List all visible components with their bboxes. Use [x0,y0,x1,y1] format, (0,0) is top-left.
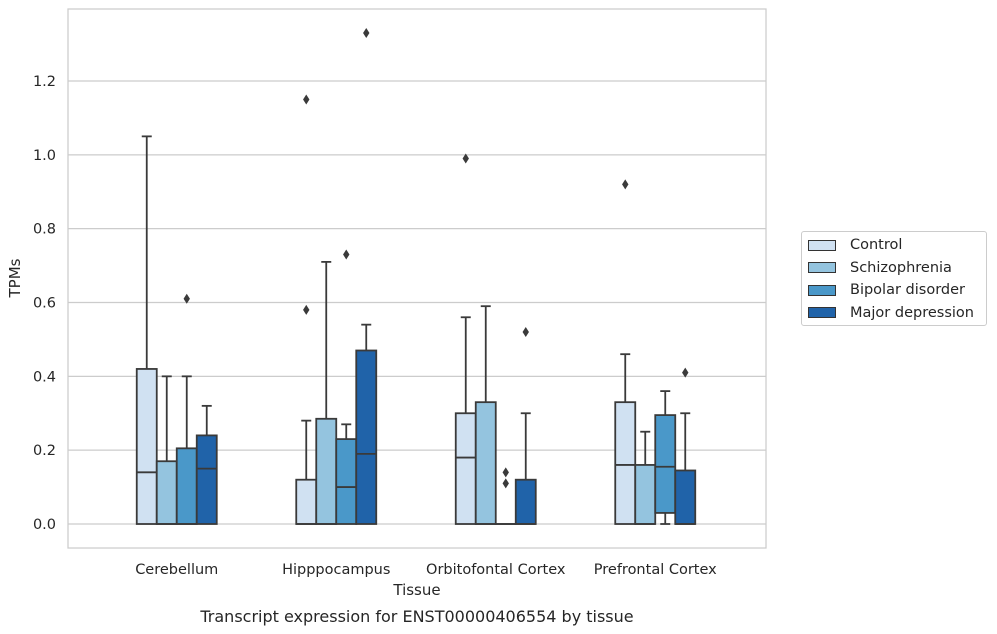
chart-caption: Transcript expression for ENST0000040655… [199,607,633,626]
outlier-point [462,153,469,164]
y-tick-label: 0.0 [33,517,56,533]
x-tick-label: Hipppocampus [282,562,390,578]
y-axis-label: TPMs [6,258,24,298]
box-control-prefrontal-cortex [614,179,637,525]
box-body [634,464,657,525]
legend-label-bipolar-disorder: Bipolar disorder [850,282,965,298]
box-bipolar-disorder-prefrontal-cortex [654,390,677,525]
box-body [335,438,358,525]
outlier-point [522,327,529,338]
outlier-point [363,27,370,38]
y-tick-label: 0.6 [33,295,56,311]
box-body [514,478,537,525]
outlier-point [303,304,310,315]
x-axis-label: Tissue [392,581,440,599]
legend-label-major-depression: Major depression [850,304,974,321]
box-body [315,417,338,525]
box-body [155,460,178,525]
outlier-point [622,179,629,190]
box-body [454,412,477,525]
legend-label-control: Control [850,237,903,253]
box-major-depression-cerebellum [195,404,218,525]
box-control-hipppocampus [295,94,318,525]
series-major-depression [195,27,697,525]
y-tick-label: 1.2 [33,74,56,90]
legend-item-control: Control [808,235,902,255]
series-control [135,94,637,525]
outlier-point [502,478,509,489]
y-tick-label: 0.4 [33,369,56,385]
legend-swatch-bipolar-disorder [808,284,836,296]
outlier-point [502,467,509,478]
x-tick-label: Prefrontal Cortex [594,562,717,578]
x-tick-label: Cerebellum [135,562,218,578]
outlier-point [183,293,190,304]
box-control-cerebellum [135,135,158,525]
box-body [195,434,218,525]
box-series [135,27,697,525]
series-schizophrenia [155,260,657,525]
outlier-point [303,94,310,105]
outlier-point [343,249,350,260]
box-body [674,469,697,525]
x-tick-labels: Cerebellum Hipppocampus Orbitofontal Corte… [135,562,717,578]
box-body [175,447,198,525]
box-body [614,401,637,525]
legend-label-schizophrenia: Schizophrenia [850,259,952,276]
legend-swatch-schizophrenia [808,262,836,273]
y-tick-label: 1.0 [33,148,56,164]
outlier-point [682,367,689,378]
box-body [355,349,378,525]
box-major-depression-hipppocampus [355,27,378,525]
legend-swatch-control [808,239,836,251]
box-major-depression-prefrontal-cortex [674,367,697,525]
x-tick-label: Orbitofontal Cortex [426,562,566,578]
legend-swatch-major-depression [808,307,836,318]
legend-item-bipolar-disorder: Bipolar disorder [808,280,965,300]
legend: Control Schizophrenia Bipolar disorder M… [801,231,987,326]
box-bipolar-disorder-cerebellum [175,293,198,525]
box-body [295,478,318,525]
y-tick-label: 0.8 [33,222,56,238]
box-body [474,401,497,525]
box-schizophrenia-orbitofontal-cortex [474,305,497,525]
box-schizophrenia-cerebellum [155,375,178,525]
box-schizophrenia-prefrontal-cortex [634,430,657,525]
legend-item-major-depression: Major depression [808,303,974,323]
box-schizophrenia-hipppocampus [315,260,338,525]
y-tick-label: 0.2 [33,443,56,459]
y-tick-labels: 0.0 0.2 0.4 0.6 0.8 1.0 1.2 [33,74,56,533]
box-body [654,414,677,514]
box-body [135,368,158,525]
box-major-depression-orbitofontal-cortex [514,327,537,525]
legend-item-schizophrenia: Schizophrenia [808,258,952,278]
box-control-orbitofontal-cortex [454,153,477,525]
